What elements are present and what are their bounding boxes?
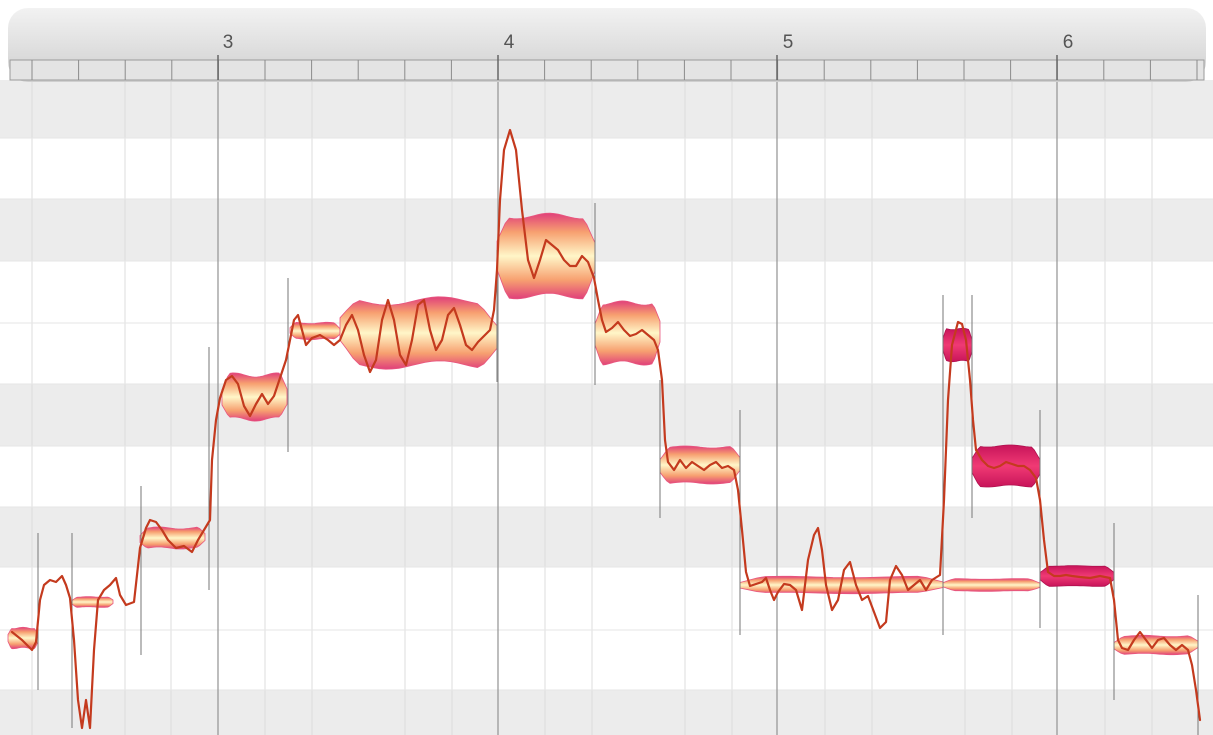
bar-lines bbox=[217, 60, 1058, 735]
pitch-curve bbox=[10, 128, 1202, 730]
row-band bbox=[0, 199, 1213, 261]
row-band bbox=[0, 80, 1213, 138]
note-blob[interactable] bbox=[942, 578, 1041, 592]
note-blob-selected[interactable] bbox=[971, 444, 1041, 488]
beat-grid bbox=[0, 82, 1213, 735]
bar-number-4: 4 bbox=[504, 32, 515, 53]
timeline-ruler[interactable]: 3 4 5 6 bbox=[8, 8, 1206, 82]
pitch-rows bbox=[0, 80, 1213, 735]
note-blob[interactable] bbox=[221, 372, 288, 422]
note-blob[interactable] bbox=[1113, 634, 1199, 656]
ruler-ticks bbox=[31, 55, 1198, 80]
note-blob[interactable] bbox=[139, 526, 206, 550]
row-band bbox=[0, 690, 1213, 735]
bar-number-6: 6 bbox=[1063, 32, 1074, 53]
bar-number-5: 5 bbox=[783, 32, 794, 53]
note-blob[interactable] bbox=[496, 212, 596, 300]
row-band bbox=[0, 384, 1213, 446]
bar-number-3: 3 bbox=[223, 32, 234, 53]
note-blob[interactable] bbox=[71, 596, 114, 608]
ruler-tick-strip bbox=[9, 59, 1205, 81]
